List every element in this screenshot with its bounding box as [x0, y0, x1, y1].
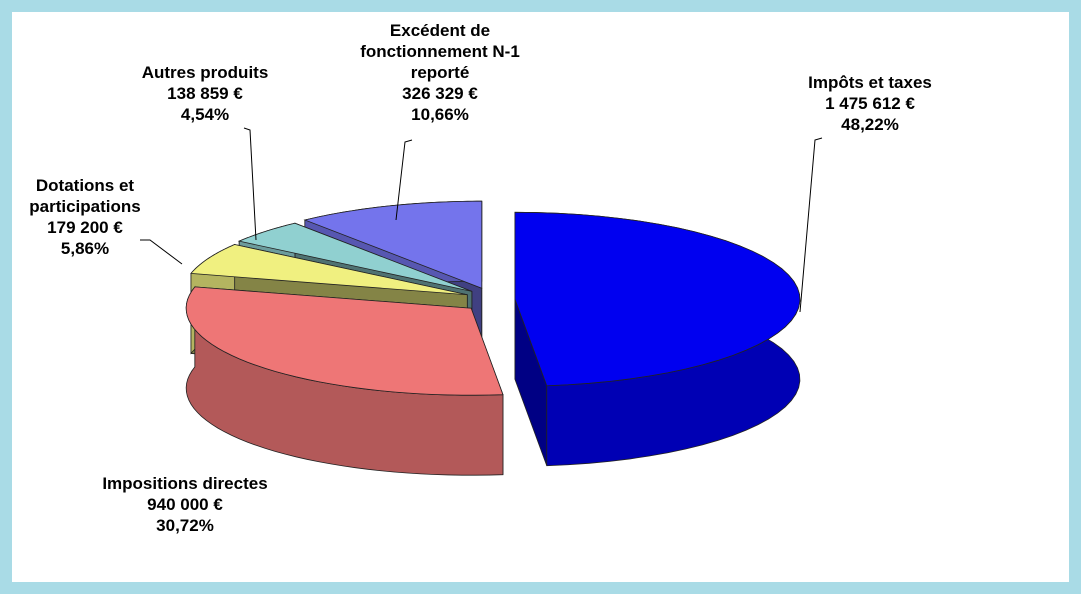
slice-name: Autres produits	[141, 63, 269, 82]
leader-line	[140, 239, 183, 265]
leader-lines	[140, 127, 823, 313]
slice-name: Impositions directes	[102, 474, 268, 493]
slice-name: Impôts et taxes	[808, 73, 932, 92]
slice	[514, 211, 801, 387]
leader-line	[243, 127, 257, 241]
slice	[237, 222, 472, 292]
slice-percent: 4,54%	[180, 105, 230, 124]
slice-name: Excédent de fonctionnement N-1 reporté	[360, 21, 520, 82]
data-label: Excédent de fonctionnement N-1 reporté 32…	[345, 20, 535, 125]
data-label: Dotations et participations 179 200 € 5,86…	[10, 175, 160, 259]
slice-percent: 10,66%	[411, 105, 469, 124]
slice-name: Dotations et participations	[29, 176, 141, 216]
slice-percent: 5,86%	[60, 239, 110, 258]
pie	[185, 200, 801, 476]
leader-line	[799, 137, 823, 313]
data-label: Impôts et taxes 1 475 612 € 48,22%	[770, 72, 970, 135]
slice-amount: 179 200 €	[47, 218, 123, 237]
slice-amount: 940 000 €	[147, 495, 223, 514]
slice-amount: 1 475 612 €	[825, 94, 915, 113]
slice-percent: 30,72%	[156, 516, 214, 535]
slice	[190, 244, 468, 296]
data-label: Autres produits 138 859 € 4,54%	[105, 62, 305, 125]
data-label: Impositions directes 940 000 € 30,72%	[65, 473, 305, 536]
slice-amount: 138 859 €	[167, 84, 243, 103]
slice	[303, 200, 483, 289]
slice-percent: 48,22%	[841, 115, 899, 134]
slice	[185, 286, 504, 396]
leader-line	[395, 139, 413, 221]
slice-amount: 326 329 €	[402, 84, 478, 103]
